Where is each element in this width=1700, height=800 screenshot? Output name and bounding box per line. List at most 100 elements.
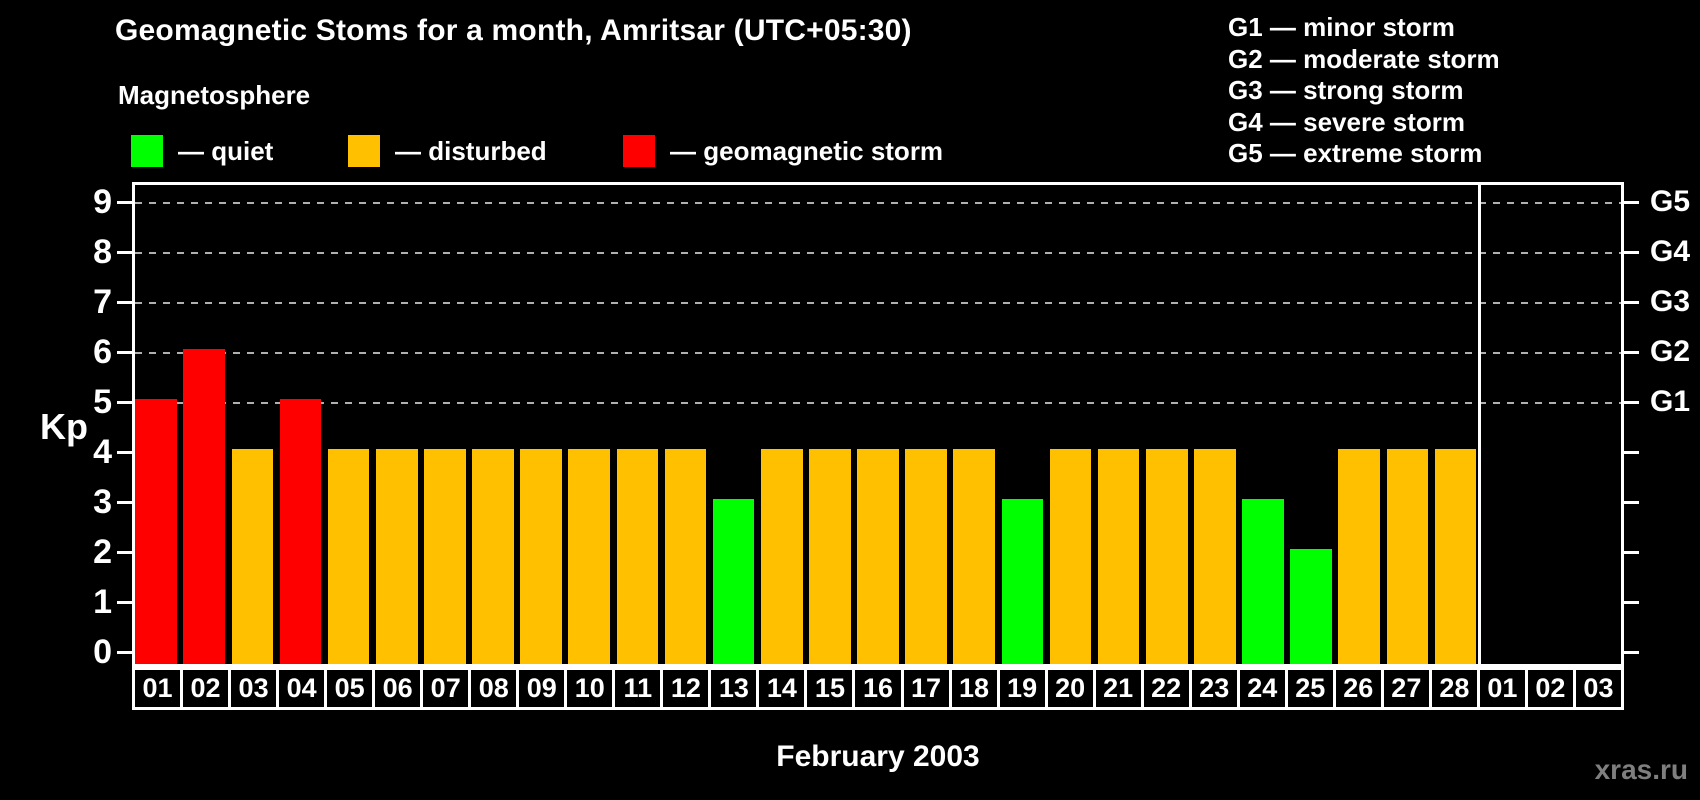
y-axis-tick-right-3 — [1624, 500, 1639, 504]
day-label-feb-20: 20 — [1044, 667, 1096, 710]
y-axis-tick-left-9 — [117, 200, 132, 204]
day-label-feb-11: 11 — [612, 667, 664, 710]
y-axis-label-9: 9 — [93, 183, 112, 221]
y-axis-label-7: 7 — [93, 283, 112, 321]
day-label-feb-28: 28 — [1428, 667, 1480, 710]
day-label-feb-23: 23 — [1188, 667, 1240, 710]
y-axis-tick-left-5 — [117, 400, 132, 404]
day-label-feb-07: 07 — [420, 667, 472, 710]
day-label-feb-16: 16 — [852, 667, 904, 710]
y-axis-tick-right-8 — [1624, 250, 1639, 254]
kp-bar-day-06 — [375, 449, 418, 664]
x-axis-day-labels: 01 02 03 04 05 06 07 08 09 10 11 12 13 14 15 16 17 18 19 20… — [132, 667, 1624, 710]
g-legend-line-2: G2 — moderate storm — [1228, 43, 1500, 74]
day-label-feb-22: 22 — [1140, 667, 1192, 710]
kp-bar-day-28 — [1434, 449, 1477, 664]
kp-bar-day-13 — [712, 499, 755, 664]
kp-bar-day-01 — [135, 399, 177, 664]
y-axis-label-0: 0 — [93, 633, 112, 671]
g-axis-label-G3: G3 — [1650, 285, 1691, 318]
y-axis-tick-left-8 — [117, 250, 132, 254]
watermark: xras.ru — [1594, 754, 1688, 785]
kp-bar-day-02 — [183, 349, 225, 664]
legend-item-disturbed: — disturbed — [348, 135, 547, 167]
y-axis-label-5: 5 — [93, 383, 112, 421]
kp-bar-day-12 — [664, 449, 707, 664]
day-label-feb-24: 24 — [1236, 667, 1288, 710]
gridline-kp-7 — [135, 302, 1621, 304]
day-label-feb-06: 06 — [372, 667, 424, 710]
day-label-feb-01: 01 — [132, 667, 184, 710]
y-axis-tick-left-2 — [117, 550, 132, 554]
kp-bar-day-26 — [1338, 449, 1381, 664]
g-scale-legend: G1 — minor storm G2 — moderate storm G3 — … — [1228, 12, 1500, 170]
day-label-mar-02: 02 — [1524, 667, 1576, 710]
day-label-feb-08: 08 — [468, 667, 520, 710]
y-axis-label-2: 2 — [93, 533, 112, 571]
y-axis-tick-left-0 — [117, 650, 132, 654]
day-label-feb-27: 27 — [1380, 667, 1432, 710]
kp-bar-day-03 — [231, 449, 274, 664]
gridline-kp-9 — [135, 202, 1621, 204]
g-axis-label-G5: G5 — [1650, 185, 1691, 218]
day-label-feb-04: 04 — [276, 667, 328, 710]
kp-bar-day-21 — [1097, 449, 1140, 664]
g-legend-line-1: G1 — minor storm — [1228, 12, 1455, 42]
y-axis-title: Kp — [40, 406, 88, 447]
kp-bar-day-14 — [760, 449, 803, 664]
plot-area — [132, 182, 1624, 667]
day-label-feb-13: 13 — [708, 667, 760, 710]
y-axis-label-6: 6 — [93, 333, 112, 371]
g-axis-label-G4: G4 — [1650, 235, 1691, 268]
g-legend-line-5: G5 — extreme storm — [1228, 138, 1483, 168]
legend-item-quiet: — quiet — [131, 135, 273, 167]
y-axis-tick-right-6 — [1624, 350, 1639, 354]
kp-bar-day-23 — [1194, 449, 1236, 664]
y-axis-label-8: 8 — [93, 233, 112, 271]
legend-swatch-disturbed-icon — [348, 135, 380, 167]
day-label-feb-25: 25 — [1284, 667, 1336, 710]
y-axis-label-3: 3 — [93, 483, 112, 521]
day-label-feb-09: 09 — [516, 667, 568, 710]
kp-bar-day-25 — [1290, 549, 1332, 664]
g-legend-line-3: G3 — strong storm — [1228, 75, 1464, 105]
magnetosphere-label: Magnetosphere — [118, 80, 311, 110]
day-label-feb-02: 02 — [180, 667, 232, 710]
legend-label-storm: — geomagnetic storm — [670, 135, 944, 166]
chart-title: Geomagnetic Stoms for a month, Amritsar … — [115, 14, 912, 47]
y-axis-tick-left-7 — [117, 300, 132, 304]
legend-item-storm: — geomagnetic storm — [623, 135, 943, 167]
y-axis-tick-right-2 — [1624, 550, 1639, 554]
gridline-kp-6 — [135, 352, 1621, 354]
kp-bar-day-16 — [857, 449, 899, 664]
y-axis-label-4: 4 — [93, 433, 112, 471]
legend-swatch-quiet-icon — [131, 135, 163, 167]
day-label-mar-03: 03 — [1572, 667, 1624, 710]
day-label-feb-03: 03 — [228, 667, 280, 710]
y-axis-tick-right-9 — [1624, 200, 1639, 204]
y-axis-label-1: 1 — [93, 583, 112, 621]
kp-bar-day-05 — [327, 449, 370, 664]
day-label-feb-14: 14 — [756, 667, 808, 710]
day-label-feb-18: 18 — [948, 667, 1000, 710]
kp-bar-day-08 — [472, 449, 514, 664]
g-axis-label-G1: G1 — [1650, 385, 1691, 418]
kp-bar-day-19 — [1001, 499, 1044, 664]
y-axis-tick-left-1 — [117, 600, 132, 604]
day-label-feb-15: 15 — [804, 667, 856, 710]
y-axis-tick-right-5 — [1624, 400, 1639, 404]
y-axis-tick-right-7 — [1624, 300, 1639, 304]
day-label-feb-19: 19 — [996, 667, 1048, 710]
kp-bar-day-27 — [1386, 449, 1429, 664]
kp-bar-day-15 — [809, 449, 851, 664]
day-label-feb-12: 12 — [660, 667, 712, 710]
kp-bar-day-17 — [905, 449, 947, 664]
legend-label-quiet: — quiet — [178, 135, 274, 166]
kp-bar-day-18 — [953, 449, 996, 664]
kp-bar-day-24 — [1242, 499, 1284, 664]
y-axis-tick-left-4 — [117, 450, 132, 454]
g-axis-label-G2: G2 — [1650, 335, 1691, 368]
y-axis-tick-right-0 — [1624, 650, 1639, 654]
y-axis-tick-right-1 — [1624, 600, 1639, 604]
